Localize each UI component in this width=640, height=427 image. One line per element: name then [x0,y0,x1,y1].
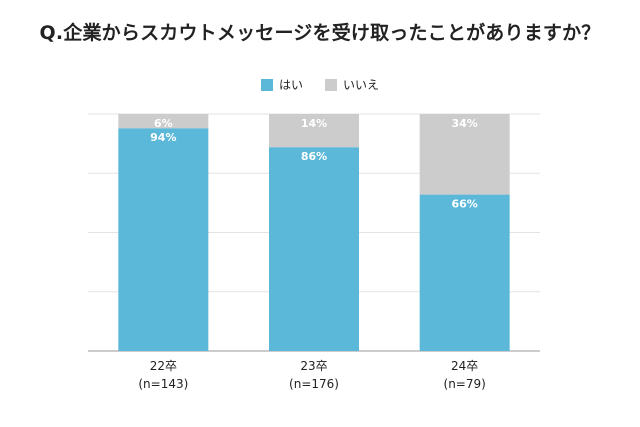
legend-label-yes: はい [278,78,303,92]
x-tick-label: 22卒 [150,359,177,373]
bar-segment-yes [269,147,359,351]
legend-label-no: いいえ [343,78,380,92]
data-label: 6% [154,117,173,130]
legend-swatch-yes [260,78,273,91]
legend: はい いいえ [0,76,640,93]
bar-segment-no [269,114,359,148]
legend-item-yes: はい [260,76,303,93]
data-label: 66% [451,198,477,211]
data-label: 86% [301,150,327,163]
bar-segment-yes [419,194,510,351]
x-tick-label: 23卒 [300,359,327,373]
x-tick-label: 24卒 [451,359,478,373]
data-label: 34% [451,117,477,130]
bar-segment-yes [118,128,209,351]
x-tick-note: (n=176) [289,377,339,391]
bar-segment-no [419,114,510,195]
legend-item-no: いいえ [325,76,379,93]
legend-swatch-no [325,78,337,91]
bar-segment-no [118,114,209,129]
data-label: 14% [301,117,327,130]
x-tick-note: (n=143) [138,377,188,391]
data-label: 94% [150,131,176,144]
x-tick-note: (n=79) [444,377,486,391]
chart-title: Q.企業からスカウトメッセージを受け取ったことがありますか？ [39,22,601,44]
